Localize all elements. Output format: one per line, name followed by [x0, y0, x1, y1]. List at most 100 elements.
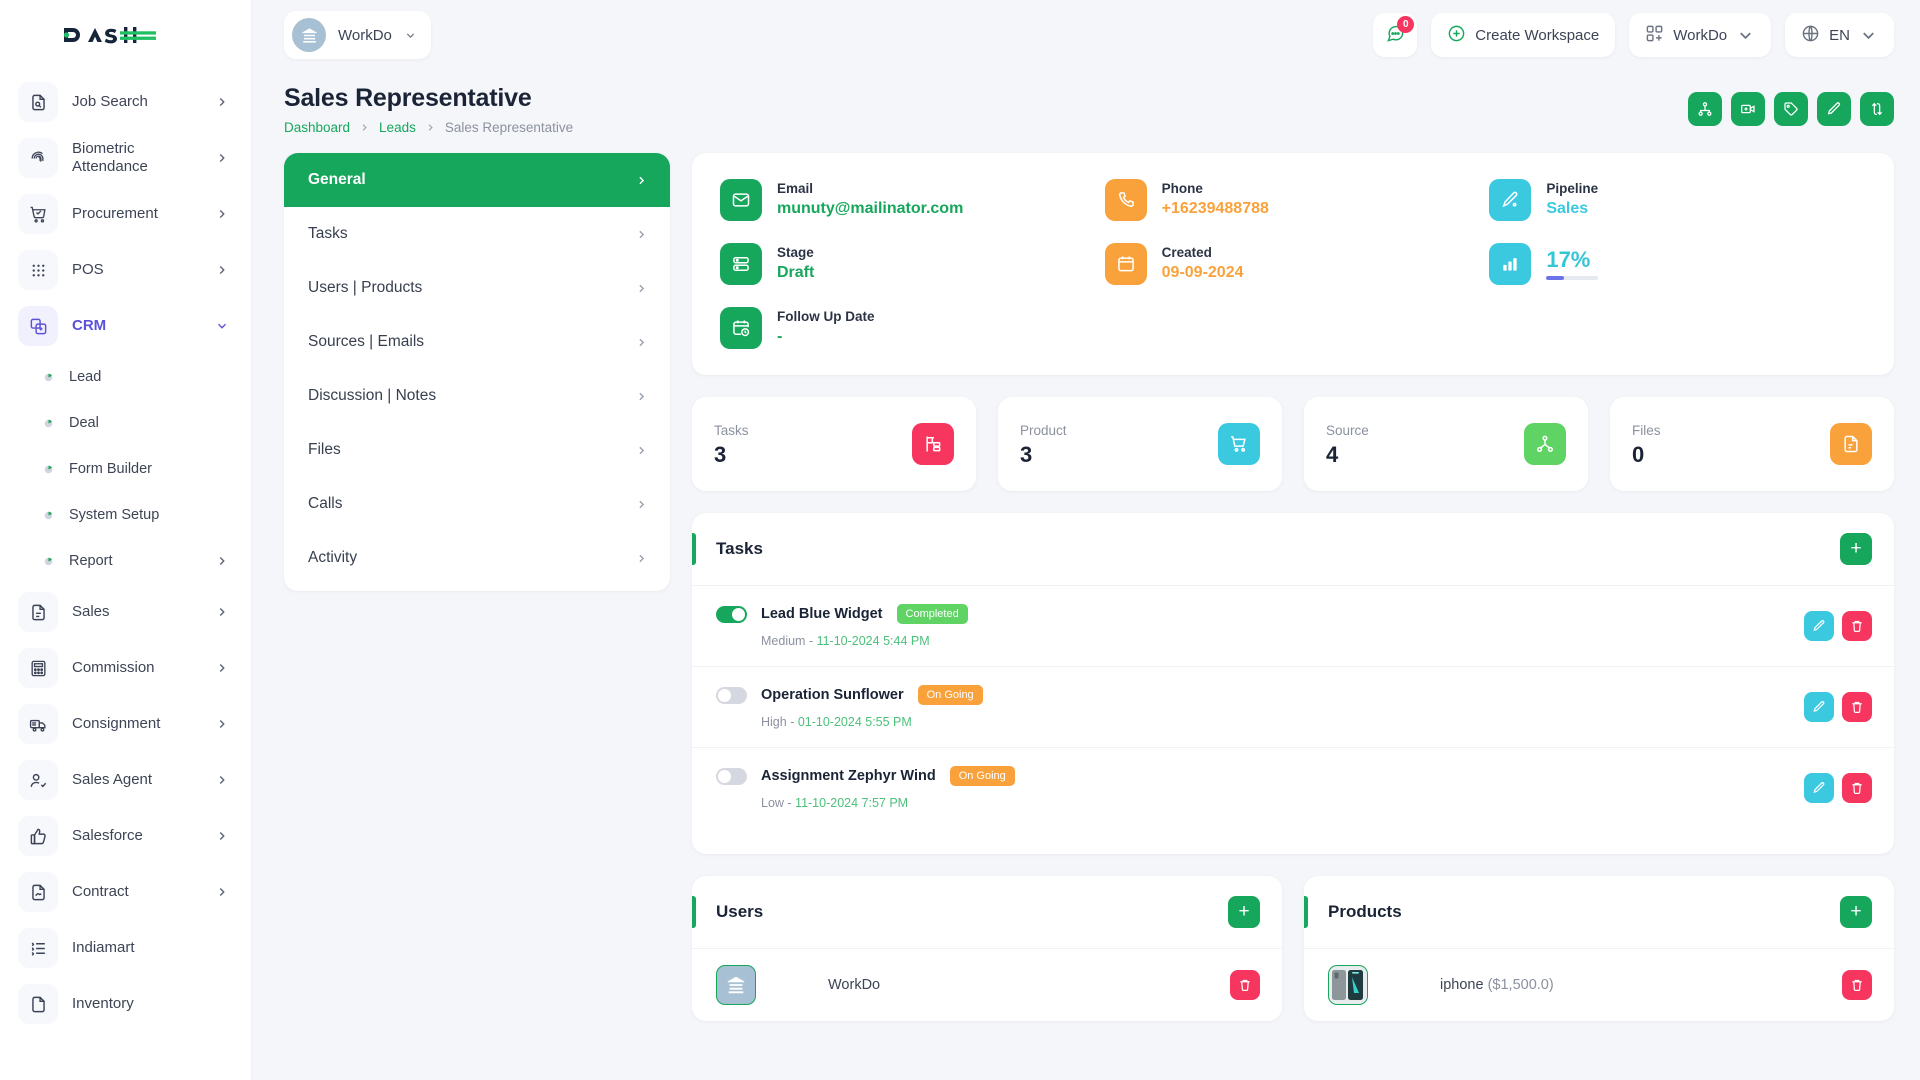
stat-value: 4: [1326, 441, 1339, 467]
lead-info-card: Email munuty@mailinator.com Phone: [692, 153, 1894, 375]
create-workspace-button[interactable]: Create Workspace: [1431, 13, 1616, 57]
sidebar-item-form-builder[interactable]: Form Builder: [0, 446, 251, 492]
bullet-dot-icon: [44, 557, 53, 566]
language-select[interactable]: EN: [1785, 13, 1894, 57]
transfer-button[interactable]: [1860, 92, 1894, 126]
calculator-icon: [18, 648, 58, 688]
truck-icon: [18, 704, 58, 744]
chevron-right-icon: [219, 888, 225, 896]
sidebar-item-system-setup[interactable]: System Setup: [0, 492, 251, 538]
tags-button[interactable]: [1774, 92, 1808, 126]
list-item: iphone ($1,500.0): [1304, 948, 1894, 1021]
building-icon: [292, 18, 326, 52]
stat-value: 3: [714, 441, 727, 467]
stat-text: Files 0: [1632, 423, 1661, 466]
sidebar-item-biometric-attendance[interactable]: Biometric Attendance: [0, 130, 251, 186]
edit-task-button[interactable]: [1804, 692, 1834, 722]
phone-icon: [1104, 179, 1147, 221]
delete-task-button[interactable]: [1842, 692, 1872, 722]
tab-files[interactable]: Files: [284, 423, 670, 477]
task-content: Lead Blue Widget Completed Medium - 11-1…: [716, 604, 1804, 648]
sidebar-item-indiamart[interactable]: Indiamart: [0, 920, 251, 976]
tab-sources-emails[interactable]: Sources | Emails: [284, 315, 670, 369]
sidebar-nav: Job Search Biometric Attendance Procurem…: [0, 70, 251, 1032]
tab-discussion-notes[interactable]: Discussion | Notes: [284, 369, 670, 423]
product-title: iphone: [1440, 977, 1484, 993]
sidebar-item-report[interactable]: Report: [0, 538, 251, 584]
sidebar-item-crm[interactable]: CRM: [0, 298, 251, 354]
delete-task-button[interactable]: [1842, 611, 1872, 641]
stat-card-product[interactable]: Product 3: [998, 397, 1282, 491]
chevron-right-icon: [639, 392, 645, 400]
info-label: Created: [1161, 245, 1212, 261]
delete-product-button[interactable]: [1842, 970, 1872, 1000]
sidebar-item-salesforce[interactable]: Salesforce: [0, 808, 251, 864]
page-title: Sales Representative: [284, 84, 532, 112]
tab-general[interactable]: General: [284, 153, 670, 207]
tab-activity[interactable]: Activity: [284, 531, 670, 585]
contract-icon: [18, 872, 58, 912]
bar-chart-icon: [1489, 243, 1532, 285]
sidebar-item-inventory[interactable]: Inventory: [0, 976, 251, 1032]
add-task-button[interactable]: +: [1840, 533, 1872, 565]
edit-task-button[interactable]: [1804, 773, 1834, 803]
stat-card-source[interactable]: Source 4: [1304, 397, 1588, 491]
sidebar-item-procurement[interactable]: Procurement: [0, 186, 251, 242]
bullet-dot-icon: [44, 465, 53, 474]
delete-task-button[interactable]: [1842, 773, 1872, 803]
info-value[interactable]: +16239488788: [1161, 200, 1269, 218]
stat-card-files[interactable]: Files 0: [1610, 397, 1894, 491]
stat-label: Files: [1632, 422, 1661, 438]
stat-text: Product 3: [1020, 423, 1067, 466]
list-icon: [18, 928, 58, 968]
sidebar-item-contract[interactable]: Contract: [0, 864, 251, 920]
tab-users-products[interactable]: Users | Products: [284, 261, 670, 315]
edit-task-button[interactable]: [1804, 611, 1834, 641]
tags-icon: [1784, 102, 1798, 116]
task-meta: Low - 11-10-2024 7:57 PM: [716, 796, 1804, 810]
chevron-right-icon: [639, 176, 645, 184]
content-scroll[interactable]: Sales Representative Dashboard Leads Sal…: [252, 70, 1920, 1080]
globe-icon: [1801, 24, 1820, 47]
crm-copy-icon: [18, 306, 58, 346]
pencil-icon: [1813, 701, 1825, 712]
stat-card-tasks[interactable]: Tasks 3: [692, 397, 976, 491]
sidebar-item-lead[interactable]: Lead: [0, 354, 251, 400]
org-chart-button[interactable]: [1688, 92, 1722, 126]
sidebar-item-pos[interactable]: POS: [0, 242, 251, 298]
sidebar-item-sales-agent[interactable]: Sales Agent: [0, 752, 251, 808]
products-panel-header: Products +: [1304, 876, 1894, 948]
sidebar-item-sales[interactable]: Sales: [0, 584, 251, 640]
delete-user-button[interactable]: [1230, 970, 1260, 1000]
file-text-icon: [1830, 423, 1872, 465]
task-name: Lead Blue Widget: [761, 606, 883, 622]
breadcrumb-dashboard[interactable]: Dashboard: [284, 120, 351, 135]
sidebar-item-consignment[interactable]: Consignment: [0, 696, 251, 752]
calendar-icon: [1104, 243, 1147, 285]
workspace-switcher[interactable]: WorkDo: [284, 11, 431, 59]
task-toggle[interactable]: [716, 605, 747, 623]
logo-container[interactable]: [0, 0, 251, 70]
tab-calls[interactable]: Calls: [284, 477, 670, 531]
breadcrumb-leads[interactable]: Leads: [379, 120, 416, 135]
task-priority: Medium: [761, 634, 806, 648]
tasks-panel: Tasks + Lead Blue Widget Completed: [692, 513, 1894, 854]
add-video-button[interactable]: [1731, 92, 1765, 126]
task-toggle[interactable]: [716, 686, 747, 704]
trash-icon: [1852, 701, 1862, 713]
sidebar-item-commission[interactable]: Commission: [0, 640, 251, 696]
info-created: Created 09-09-2024: [1104, 243, 1480, 285]
info-value[interactable]: munuty@mailinator.com: [777, 200, 964, 218]
sidebar-item-label: Consignment: [72, 715, 161, 733]
sidebar-item-deal[interactable]: Deal: [0, 400, 251, 446]
add-user-button[interactable]: +: [1228, 896, 1260, 928]
chat-button[interactable]: 0: [1373, 13, 1418, 57]
task-toggle[interactable]: [716, 767, 747, 785]
list-item: WorkDo: [692, 948, 1282, 1021]
sidebar-item-job-search[interactable]: Job Search: [0, 74, 251, 130]
info-text: Phone +16239488788: [1162, 180, 1269, 220]
tab-tasks[interactable]: Tasks: [284, 207, 670, 261]
add-product-button[interactable]: +: [1840, 896, 1872, 928]
workspace-select[interactable]: WorkDo: [1629, 13, 1772, 57]
edit-button[interactable]: [1817, 92, 1851, 126]
